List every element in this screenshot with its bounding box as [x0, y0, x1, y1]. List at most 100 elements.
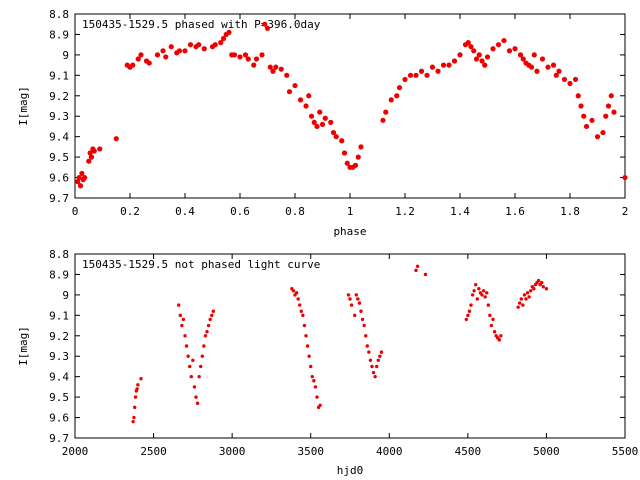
data-point [370, 364, 374, 369]
data-point [237, 54, 243, 60]
x-tick-label: 0.8 [285, 205, 305, 218]
data-point [301, 313, 305, 318]
data-point [423, 272, 428, 277]
data-point [208, 317, 212, 322]
data-point [291, 289, 296, 293]
data-point [251, 62, 257, 68]
data-point [611, 109, 617, 115]
data-point [199, 364, 203, 369]
data-point [581, 113, 587, 119]
data-point [457, 52, 463, 58]
x-tick-label: 5000 [533, 445, 560, 458]
data-point [356, 297, 360, 301]
data-point [365, 344, 369, 348]
data-point [202, 344, 206, 348]
data-point [525, 291, 530, 295]
data-point [451, 58, 458, 64]
data-point [309, 364, 313, 369]
x-tick-label: 3500 [297, 445, 324, 458]
phased-panel: 150435-1529.5 phased with P=396.0day pha… [17, 8, 628, 238]
data-point [367, 350, 371, 354]
data-point [481, 289, 486, 293]
data-point [307, 354, 311, 358]
data-point [195, 401, 200, 405]
data-point [267, 64, 273, 70]
data-point [446, 62, 452, 68]
data-point [184, 344, 189, 348]
data-point [138, 52, 144, 58]
data-point [396, 85, 403, 91]
data-point [517, 52, 524, 58]
data-point [482, 62, 488, 68]
data-point [465, 40, 471, 46]
data-point [376, 358, 380, 363]
data-point [302, 323, 307, 328]
data-point [495, 42, 502, 48]
data-point [245, 56, 251, 62]
data-point [486, 303, 490, 307]
data-point [600, 129, 606, 136]
data-point [473, 56, 480, 62]
data-point [312, 379, 316, 383]
data-point [506, 48, 513, 54]
data-point [388, 97, 394, 103]
phased-y-axis-label: I[mag] [17, 86, 30, 126]
data-point [468, 44, 474, 50]
data-point [319, 121, 326, 127]
data-point [484, 54, 491, 60]
data-point [348, 297, 352, 301]
data-point [211, 309, 215, 313]
data-point [394, 93, 400, 99]
data-point [82, 174, 88, 181]
x-tick-label: 4500 [455, 445, 482, 458]
data-point [472, 289, 476, 293]
x-tick-label: 4000 [376, 445, 403, 458]
data-point [270, 68, 276, 74]
data-point [330, 129, 337, 136]
data-point [308, 113, 315, 119]
data-point [188, 364, 192, 369]
data-point [315, 395, 319, 399]
data-point [97, 146, 103, 152]
data-point [298, 303, 302, 307]
data-point [344, 160, 350, 166]
data-point [521, 303, 525, 307]
data-point [362, 323, 366, 328]
data-point [532, 287, 536, 291]
data-point [297, 97, 304, 103]
data-point [368, 358, 373, 363]
data-point [212, 42, 218, 48]
data-point [578, 103, 584, 109]
data-point [485, 291, 489, 295]
data-point [414, 268, 418, 273]
data-point [130, 62, 136, 68]
data-point [242, 52, 249, 58]
data-point [210, 313, 214, 318]
data-point [479, 58, 485, 64]
phased-plot-frame [74, 13, 626, 199]
y-tick-label: 9.4 [49, 371, 69, 384]
data-point [131, 419, 135, 424]
data-point [429, 64, 436, 70]
data-point [191, 358, 195, 363]
data-point [489, 323, 494, 328]
y-tick-label: 9.7 [49, 192, 69, 205]
data-point [353, 313, 357, 318]
y-tick-label: 9.7 [49, 432, 69, 445]
data-point [253, 56, 260, 62]
data-point [299, 309, 303, 313]
data-point [594, 134, 601, 140]
data-point [286, 89, 293, 95]
data-point [160, 48, 166, 54]
data-point [133, 405, 137, 410]
data-point [545, 64, 551, 70]
data-point [349, 303, 354, 307]
y-tick-label: 9.4 [49, 131, 69, 144]
data-point [176, 48, 183, 54]
data-point [583, 123, 590, 130]
data-point [567, 80, 573, 87]
data-point [79, 170, 85, 177]
x-tick-label: 2500 [140, 445, 167, 458]
phased-axis-ticks: 0 0.2 0.4 0.6 0.8 1 1.2 1.4 1.6 1.8 2 8.8 8.9 9 9.1 9.2… [49, 8, 628, 218]
